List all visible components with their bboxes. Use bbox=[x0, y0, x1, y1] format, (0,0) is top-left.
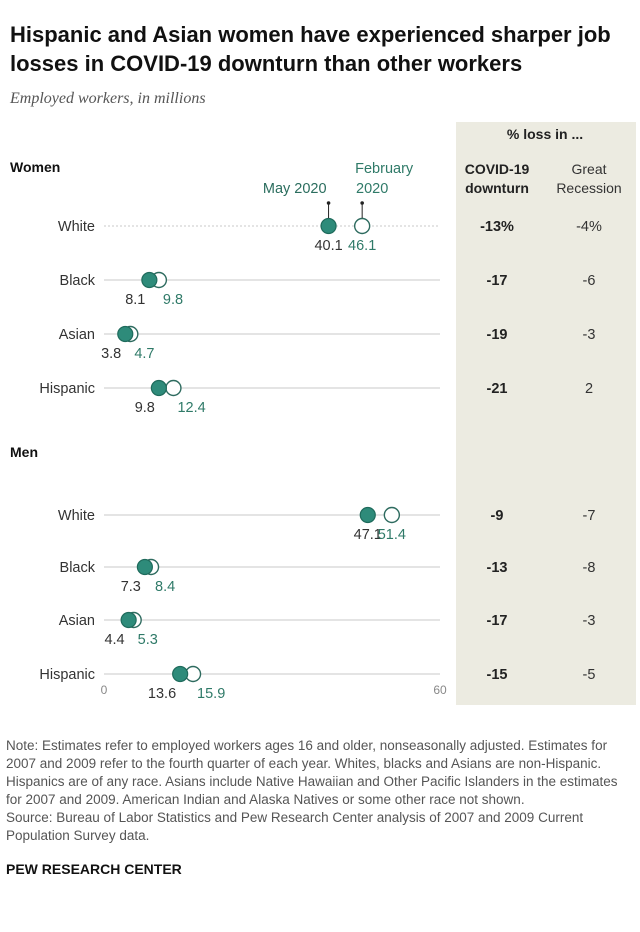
covid-loss-women-hispanic: -21 bbox=[487, 381, 508, 397]
recession-loss-men-hispanic: -5 bbox=[583, 667, 596, 683]
value-label-may-men-black: 7.3 bbox=[121, 579, 141, 595]
row-label-men-hispanic: Hispanic bbox=[39, 667, 95, 683]
x-tick-60: 60 bbox=[433, 683, 447, 697]
col-recession-header-line2: Recession bbox=[556, 180, 621, 196]
chart-title: Hispanic and Asian women have experience… bbox=[10, 22, 611, 76]
recession-loss-women-asian: -3 bbox=[583, 327, 596, 343]
notes: Note: Estimates refer to employed worker… bbox=[6, 737, 634, 845]
value-label-feb-women-hispanic: 12.4 bbox=[177, 400, 205, 416]
table-group-header: % loss in ... bbox=[507, 126, 583, 142]
dot-may-women-asian bbox=[117, 325, 134, 343]
row-label-men-white: White bbox=[58, 508, 95, 524]
recession-loss-women-white: -4% bbox=[576, 219, 602, 235]
legend-feb-label-line1: February bbox=[355, 161, 414, 177]
chart-subtitle: Employed workers, in millions bbox=[10, 90, 206, 107]
covid-loss-men-black: -13 bbox=[487, 560, 508, 576]
recession-loss-men-white: -7 bbox=[583, 508, 596, 524]
row-label-women-black: Black bbox=[60, 273, 96, 289]
value-label-may-women-white: 40.1 bbox=[314, 238, 342, 254]
source-text: Source: Bureau of Labor Statistics and P… bbox=[6, 810, 584, 843]
dot-may-men-white bbox=[359, 506, 376, 524]
row-label-women-white: White bbox=[58, 219, 95, 235]
recession-loss-men-black: -8 bbox=[583, 560, 596, 576]
covid-loss-men-white: -9 bbox=[491, 508, 504, 524]
recession-loss-men-asian: -3 bbox=[583, 613, 596, 629]
note-text: Note: Estimates refer to employed worker… bbox=[6, 738, 618, 807]
covid-loss-men-hispanic: -15 bbox=[487, 667, 508, 683]
value-label-feb-women-white: 46.1 bbox=[348, 238, 376, 254]
covid-loss-women-black: -17 bbox=[487, 273, 508, 289]
legend-feb-label-line2: 2020 bbox=[356, 181, 388, 197]
recession-loss-women-black: -6 bbox=[583, 273, 596, 289]
pew-logo-text: PEW RESEARCH CENTER bbox=[6, 861, 182, 877]
value-label-may-women-black: 8.1 bbox=[125, 292, 145, 308]
covid-loss-women-white: -13% bbox=[480, 219, 514, 235]
row-label-women-hispanic: Hispanic bbox=[39, 381, 95, 397]
dot-feb-women-white bbox=[353, 217, 371, 235]
dot-feb-women-hispanic bbox=[165, 379, 182, 397]
dot-may-men-asian bbox=[120, 611, 137, 629]
dot-may-women-black bbox=[141, 271, 158, 289]
row-label-women-asian: Asian bbox=[59, 327, 95, 343]
dot-may-women-white bbox=[320, 217, 337, 235]
recession-loss-women-hispanic: 2 bbox=[585, 381, 593, 397]
value-label-may-women-hispanic: 9.8 bbox=[135, 400, 155, 416]
value-label-feb-men-asian: 5.3 bbox=[138, 632, 158, 648]
dot-may-men-black bbox=[136, 558, 153, 576]
col-covid-header-line2: downturn bbox=[465, 180, 529, 196]
value-label-feb-men-hispanic: 15.9 bbox=[197, 686, 225, 702]
x-tick-0: 0 bbox=[101, 683, 108, 697]
row-label-men-black: Black bbox=[60, 560, 96, 576]
value-label-may-men-asian: 4.4 bbox=[104, 632, 124, 648]
loss-table-panel bbox=[456, 122, 636, 705]
col-covid-header-line1: COVID-19 bbox=[465, 161, 530, 177]
col-recession-header-line1: Great bbox=[571, 161, 606, 177]
group-label-women: Women bbox=[10, 159, 60, 175]
value-label-feb-women-asian: 4.7 bbox=[134, 346, 154, 362]
group-label-men: Men bbox=[10, 444, 38, 460]
covid-loss-women-asian: -19 bbox=[487, 327, 508, 343]
value-label-feb-men-black: 8.4 bbox=[155, 579, 175, 595]
dot-feb-men-white bbox=[383, 506, 401, 524]
value-label-feb-women-black: 9.8 bbox=[163, 292, 183, 308]
value-label-may-men-hispanic: 13.6 bbox=[148, 686, 176, 702]
value-label-may-men-white: 47.1 bbox=[354, 527, 382, 543]
legend-pointer-dot-may bbox=[326, 201, 331, 205]
covid-loss-men-asian: -17 bbox=[487, 613, 508, 629]
legend-pointer-dot-feb bbox=[360, 201, 364, 205]
dot-may-men-hispanic bbox=[172, 665, 189, 683]
dot-may-women-hispanic bbox=[150, 379, 167, 397]
legend-may-label: May 2020 bbox=[263, 181, 327, 197]
dot-chart: % loss in ... COVID-19 downturn Great Recess… bbox=[10, 126, 622, 702]
value-label-may-women-asian: 3.8 bbox=[101, 346, 121, 362]
value-label-feb-men-white: 51.4 bbox=[378, 527, 406, 543]
row-label-men-asian: Asian bbox=[59, 613, 95, 629]
